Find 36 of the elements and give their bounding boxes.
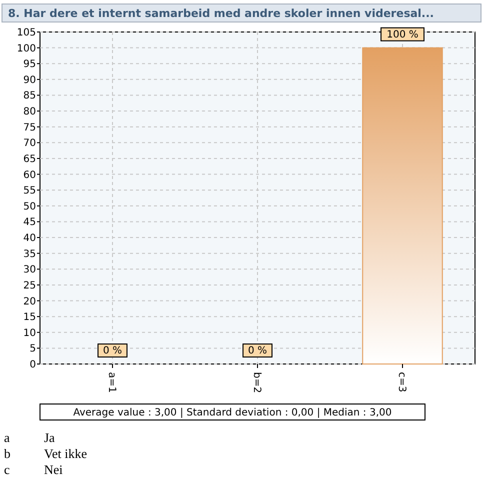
y-tick-label: 25 — [23, 280, 36, 292]
y-tick-label: 90 — [23, 74, 36, 86]
y-tick-label: 10 — [23, 328, 36, 339]
x-tick-label: b=2 — [251, 372, 262, 394]
y-tick-label: 55 — [23, 186, 36, 197]
text: b — [4, 446, 10, 461]
y-tick-label: 75 — [23, 122, 36, 134]
data-label: 0 % — [248, 346, 268, 356]
text: Ja — [44, 430, 56, 445]
text: a — [4, 430, 10, 445]
data-label: 100 % — [386, 29, 418, 40]
y-tick-label: 105 — [16, 28, 36, 38]
y-tick-label: 35 — [23, 248, 36, 260]
y-tick-label: 60 — [23, 170, 36, 181]
y-tick-label: 95 — [23, 59, 36, 70]
text: Vet ikke — [44, 446, 88, 461]
y-tick-label: 40 — [23, 233, 36, 244]
data-label: 0 % — [102, 346, 122, 356]
text: Nei — [44, 462, 64, 477]
y-tick-label: 65 — [23, 154, 36, 165]
y-tick-label: 70 — [23, 138, 36, 150]
x-tick-label: c=3 — [396, 372, 407, 392]
y-tick-label: 15 — [23, 312, 36, 324]
y-tick-label: 0 — [30, 360, 36, 370]
y-tick-label: 50 — [23, 201, 36, 212]
text: Average value : 3,00 | Standard deviation : 0,00 | Median : 3,00 — [73, 408, 392, 418]
text: c — [4, 462, 10, 477]
y-tick-label: 20 — [23, 296, 36, 308]
x-tick-label: a=1 — [106, 372, 117, 393]
y-tick-label: 80 — [23, 106, 36, 118]
y-tick-label: 5 — [30, 344, 36, 355]
y-tick-label: 30 — [23, 264, 36, 276]
y-tick-label: 100 — [16, 43, 36, 54]
y-tick-label: 45 — [23, 217, 36, 228]
chart-title: 8. Har dere et internt samarbeid med andre skoler innen videresal... — [8, 7, 434, 20]
y-tick-label: 85 — [23, 90, 36, 102]
